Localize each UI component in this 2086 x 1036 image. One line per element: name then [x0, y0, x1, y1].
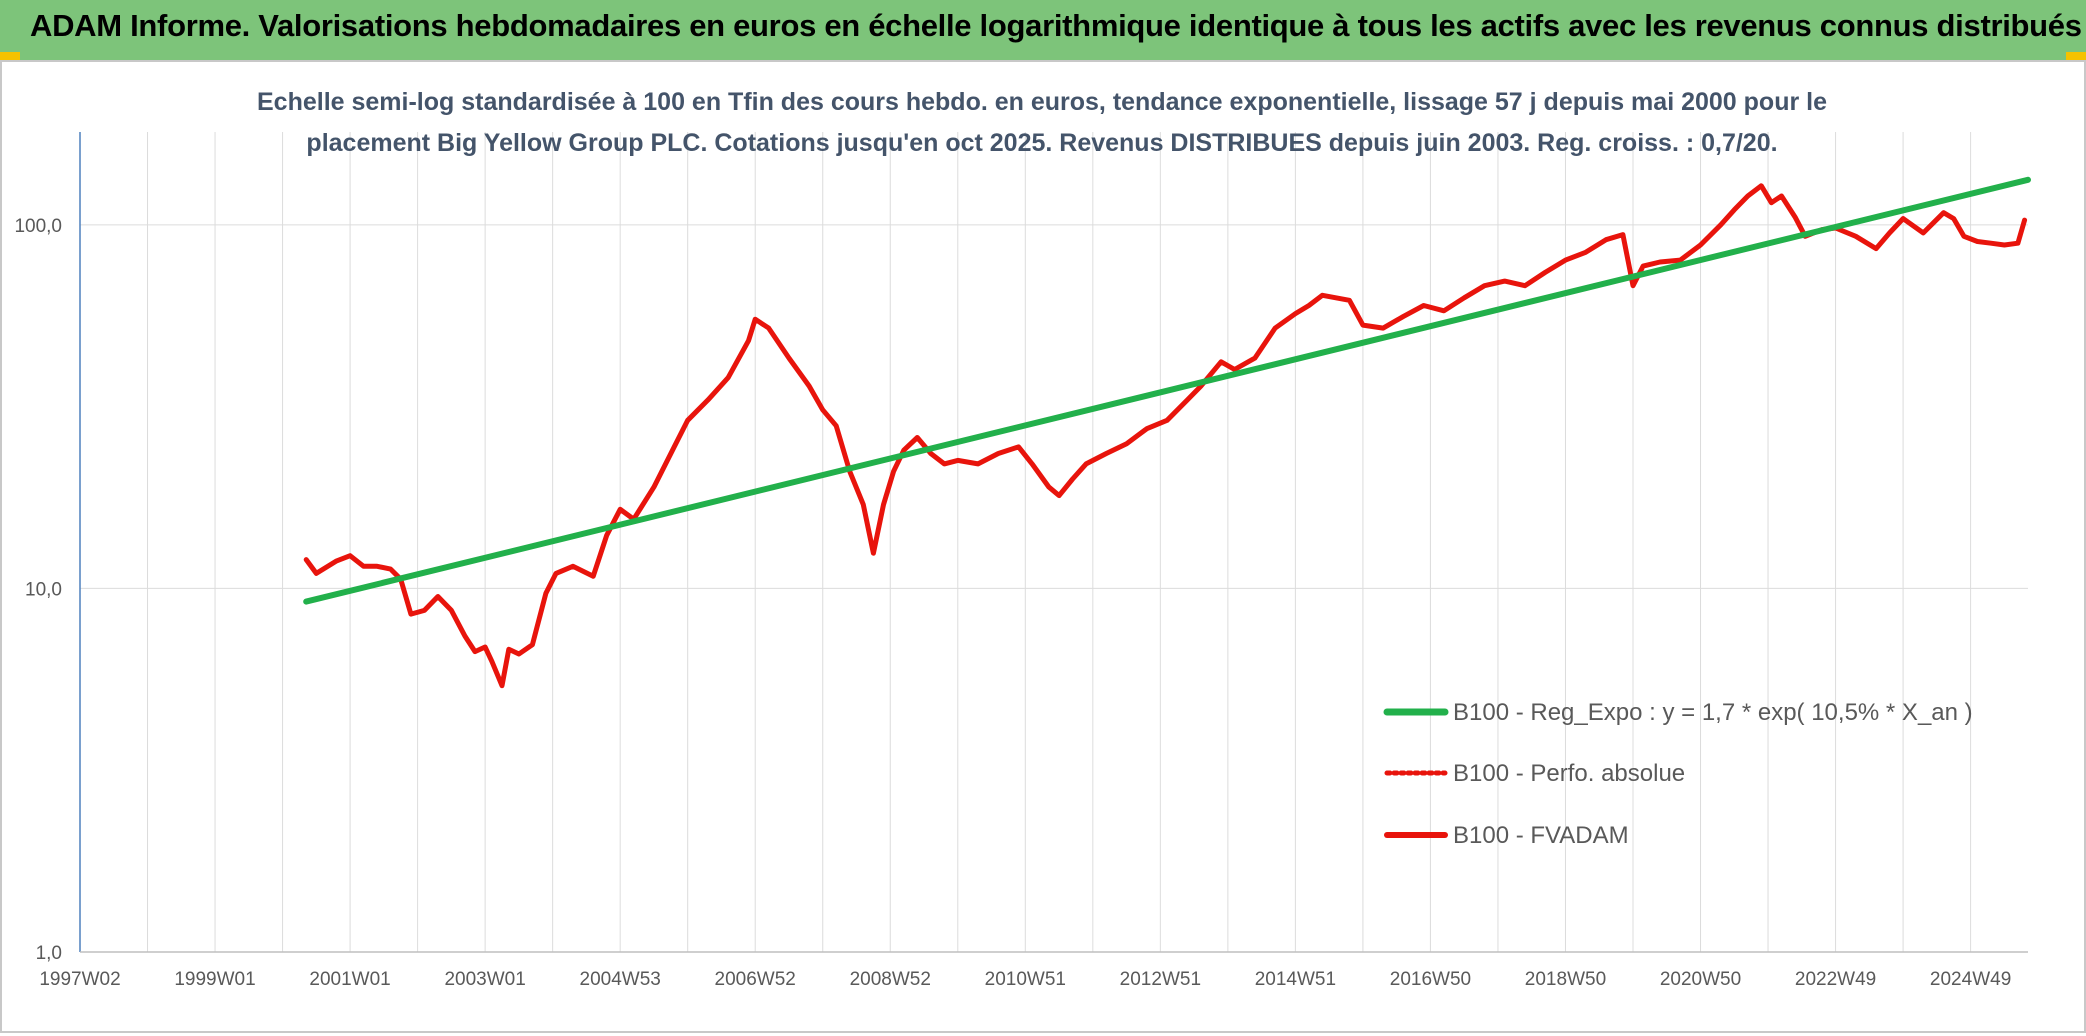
x-tick-label: 2012W51: [1120, 969, 1201, 990]
series-layer: [303, 176, 2031, 689]
y-tick-label: 100,0: [14, 216, 62, 237]
x-tick-label: 2024W49: [1930, 969, 2011, 990]
chart-svg: 1,0 10,0 100,0 1997W02 1999W01 2001W01 2003W01…: [14, 88, 2031, 990]
chart-title: Echelle semi-log standardisée à 100 en T…: [257, 88, 1827, 157]
chart-frame: 1,0 10,0 100,0 1997W02 1999W01 2001W01 2003W01…: [0, 60, 2086, 1033]
axis-layer: 1,0 10,0 100,0 1997W02 1999W01 2001W01 2003W01…: [14, 132, 2028, 990]
chart-title-line-2: placement Big Yellow Group PLC. Cotation…: [306, 129, 1777, 157]
x-tick-label: 2006W52: [715, 969, 796, 990]
chart-title-line-1: Echelle semi-log standardisée à 100 en T…: [257, 88, 1827, 116]
report-title: ADAM Informe. Valorisations hebdomadaire…: [30, 8, 2082, 43]
x-tick-label: 2014W51: [1255, 969, 1336, 990]
legend: B100 - Reg_Expo : y = 1,7 * exp( 10,5% *…: [1383, 699, 1973, 849]
x-tick-label: 2018W50: [1525, 969, 1606, 990]
legend-label: B100 - Reg_Expo : y = 1,7 * exp( 10,5% *…: [1453, 699, 1973, 726]
x-tick-label: 2001W01: [309, 969, 390, 990]
x-tick-label: 2008W52: [850, 969, 931, 990]
x-tick-label: 2010W51: [985, 969, 1066, 990]
x-tick-label: 1999W01: [174, 969, 255, 990]
y-tick-label: 10,0: [25, 579, 62, 600]
legend-label: B100 - Perfo. absolue: [1453, 760, 1685, 787]
x-tick-label: 2016W50: [1390, 969, 1471, 990]
grid-layer: [80, 132, 2028, 953]
legend-label: B100 - FVADAM: [1453, 822, 1629, 849]
x-tick-label: 2003W01: [444, 969, 525, 990]
x-tick-label: 2004W53: [580, 969, 661, 990]
series-line-regression: [303, 176, 2031, 605]
x-tick-label: 2020W50: [1660, 969, 1741, 990]
x-tick-label: 1997W02: [39, 969, 120, 990]
series-line-fvadam: [303, 183, 2028, 689]
x-tick-label: 2022W49: [1795, 969, 1876, 990]
header-bar: ADAM Informe. Valorisations hebdomadaire…: [0, 0, 2086, 60]
y-tick-label: 1,0: [36, 943, 62, 964]
